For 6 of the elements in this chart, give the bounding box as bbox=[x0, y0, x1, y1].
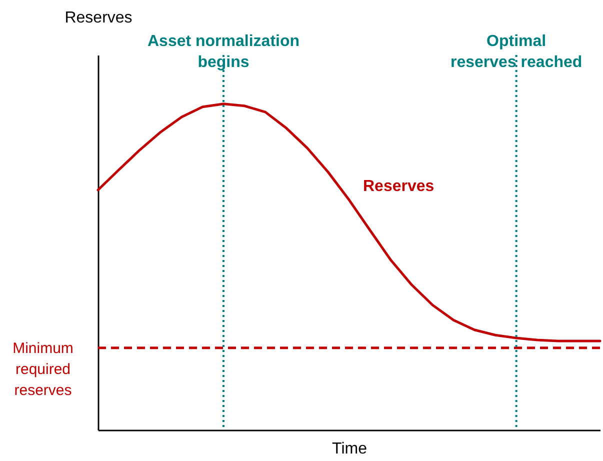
series-label: Reserves bbox=[363, 178, 434, 195]
x-axis-title: Time bbox=[332, 440, 368, 458]
text: Asset normalization begins bbox=[147, 33, 300, 71]
y-axis-title: Reserves bbox=[64, 10, 132, 26]
ref-line-label: Minimum required reserves bbox=[12, 340, 74, 399]
text: Optimal reserves reached bbox=[450, 33, 582, 71]
